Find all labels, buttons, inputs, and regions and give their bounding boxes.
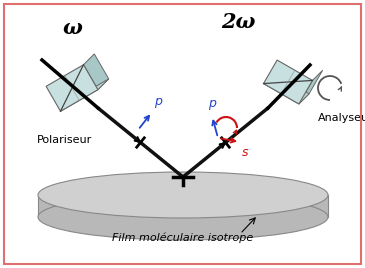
Text: Polariseur: Polariseur (37, 135, 93, 145)
Text: p: p (208, 97, 216, 110)
Text: ω: ω (62, 18, 82, 38)
Polygon shape (84, 54, 109, 90)
Text: p: p (154, 95, 162, 108)
Polygon shape (299, 70, 323, 104)
Polygon shape (46, 65, 98, 111)
Text: s: s (242, 146, 249, 159)
Ellipse shape (38, 194, 328, 240)
Text: 2ω: 2ω (221, 12, 255, 32)
Text: Analyseur: Analyseur (318, 113, 365, 123)
Text: Film moléculaire isotrope: Film moléculaire isotrope (112, 233, 254, 243)
Polygon shape (61, 79, 109, 111)
Polygon shape (264, 73, 309, 104)
Polygon shape (264, 60, 312, 104)
Ellipse shape (38, 172, 328, 218)
Polygon shape (38, 195, 328, 217)
